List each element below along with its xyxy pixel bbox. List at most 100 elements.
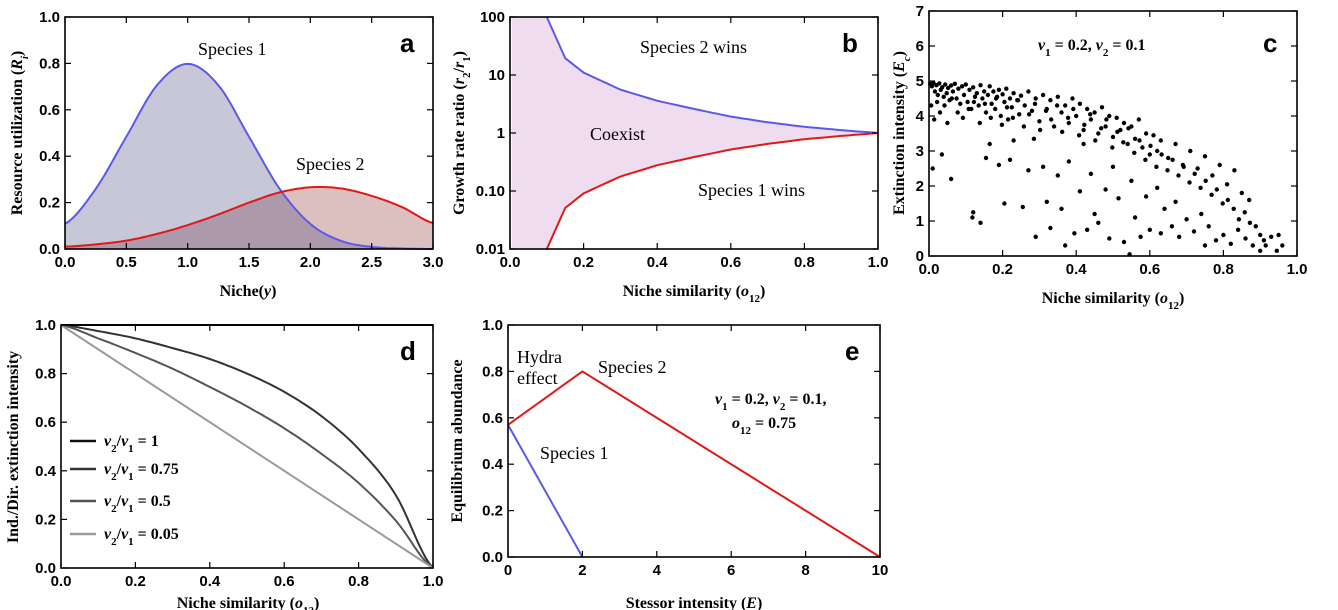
scatter-point — [1065, 115, 1071, 121]
scatter-point — [939, 152, 945, 157]
y-tick-label: 0.0 — [35, 560, 56, 577]
scatter-point — [1258, 232, 1263, 238]
scatter-point — [1070, 96, 1075, 101]
legend-label: v2/v1 = 0.5 — [104, 493, 171, 515]
species2-label: Species 2 — [296, 154, 364, 174]
panel-label-a: a — [400, 28, 415, 58]
scatter-point — [971, 210, 976, 215]
coexist-label: Coexist — [590, 124, 645, 144]
y-tick-label: 1.0 — [35, 317, 56, 334]
y-axis-label: Equilibrium abundance — [449, 359, 466, 522]
scatter-point — [1253, 224, 1259, 229]
scatter-point — [1018, 93, 1024, 98]
scatter-point — [1026, 89, 1031, 94]
x-tick-label: 1.0 — [177, 254, 198, 271]
scatter-point — [1147, 152, 1153, 157]
x-tick-label: 6 — [727, 562, 735, 579]
series-line-3 — [60, 324, 434, 569]
scatter-point — [978, 220, 983, 225]
scatter-point — [1177, 234, 1182, 239]
scatter-point — [1032, 101, 1038, 107]
panel-label-b: b — [842, 28, 858, 58]
scatter-point — [970, 215, 975, 220]
y-tick-label: 4 — [916, 108, 925, 125]
scatter-point — [1049, 117, 1054, 122]
x-tick-label: 2.5 — [361, 254, 382, 271]
y-tick-label: 0.0 — [482, 549, 503, 566]
scatter-point — [1121, 239, 1127, 245]
x-tick-label: 0.8 — [1213, 261, 1234, 278]
scatter-point — [1051, 124, 1057, 129]
scatter-point — [985, 92, 991, 98]
scatter-point — [1004, 86, 1009, 91]
scatter-point — [963, 82, 968, 87]
scatter-point — [1040, 164, 1046, 169]
scatter-point — [1066, 120, 1072, 126]
scatter-point — [1066, 159, 1072, 164]
scatter-point — [999, 122, 1005, 128]
scatter-point — [998, 113, 1003, 119]
scatter-point — [1092, 110, 1097, 115]
scatter-point — [1077, 101, 1083, 107]
scatter-point — [1198, 185, 1203, 190]
scatter-point — [948, 83, 954, 88]
scatter-point — [1020, 204, 1025, 210]
x-tick-label: 1.0 — [868, 254, 889, 271]
scatter-point — [1143, 131, 1149, 136]
scatter-point — [1243, 236, 1248, 241]
scatter-point — [1225, 197, 1231, 203]
scatter-point — [1220, 201, 1225, 206]
scatter-point — [1169, 224, 1175, 229]
y-axis-label: Extinction intensity (Ec) — [891, 51, 913, 215]
plot-frame — [507, 324, 881, 558]
scatter-point — [1154, 164, 1159, 169]
species1-wins-label: Species 1 wins — [698, 180, 805, 200]
y-tick-label: 0.8 — [482, 363, 503, 380]
scatter-point — [1011, 138, 1016, 143]
scatter-point — [1082, 122, 1087, 128]
scatter-point — [972, 94, 978, 100]
y-tick-label: 5 — [916, 73, 924, 90]
x-axis-label: Niche(y) — [220, 283, 277, 300]
scatter-point — [1002, 201, 1007, 206]
scatter-point — [1165, 168, 1170, 173]
scatter-point — [1076, 133, 1082, 138]
scatter-point — [1276, 232, 1281, 238]
scatter-point — [934, 99, 940, 105]
scatter-point — [1011, 91, 1016, 96]
scatter-point — [1129, 178, 1134, 183]
scatter-point — [1007, 157, 1013, 162]
scatter-point — [993, 106, 998, 112]
scatter-point — [1195, 166, 1200, 171]
x-tick-label: 0.0 — [51, 573, 72, 590]
x-tick-label: 0.0 — [55, 254, 76, 271]
y-tick-label: 7 — [916, 3, 924, 20]
scatter-point — [988, 115, 993, 121]
scatter-point — [965, 99, 970, 105]
y-tick-label: 0.2 — [35, 511, 56, 528]
x-tick-label: 0.2 — [573, 254, 594, 271]
scatter-point — [1202, 243, 1208, 248]
scatter-point — [1096, 131, 1101, 136]
species1-label: Species 1 — [198, 39, 266, 59]
species1-label: Species 1 — [540, 443, 608, 463]
scatter-point — [1213, 238, 1219, 243]
scatter-point — [1059, 206, 1064, 211]
species2-label: Species 2 — [598, 357, 666, 377]
scatter-point — [1092, 211, 1097, 217]
x-tick-label: 0.2 — [992, 261, 1013, 278]
species2-line — [64, 186, 434, 248]
scatter-point — [1002, 99, 1007, 105]
scatter-point — [1173, 199, 1178, 204]
lower-boundary-line — [545, 132, 879, 250]
scatter-point — [971, 85, 976, 90]
axes-frame: 0.0 0.5 1.0 1.5 2.0 2.5 3.0 0.0 0.2 0.4 0.6 0.8 1.0 — [39, 9, 443, 271]
scatter-point — [982, 89, 987, 94]
scatter-point — [1184, 217, 1189, 222]
params-label: v1 = 0.2, v2 = 0.1 — [1038, 37, 1145, 59]
x-axis-label: Niche similarity (o12) — [177, 595, 320, 610]
scatter-point — [958, 101, 963, 107]
scatter-point — [940, 85, 945, 90]
scatter-point — [967, 87, 972, 93]
scatter-point — [941, 94, 946, 100]
